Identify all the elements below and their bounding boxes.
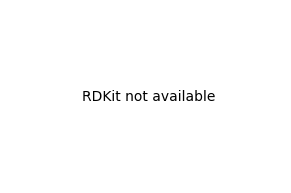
Text: RDKit not available: RDKit not available [82, 91, 216, 104]
